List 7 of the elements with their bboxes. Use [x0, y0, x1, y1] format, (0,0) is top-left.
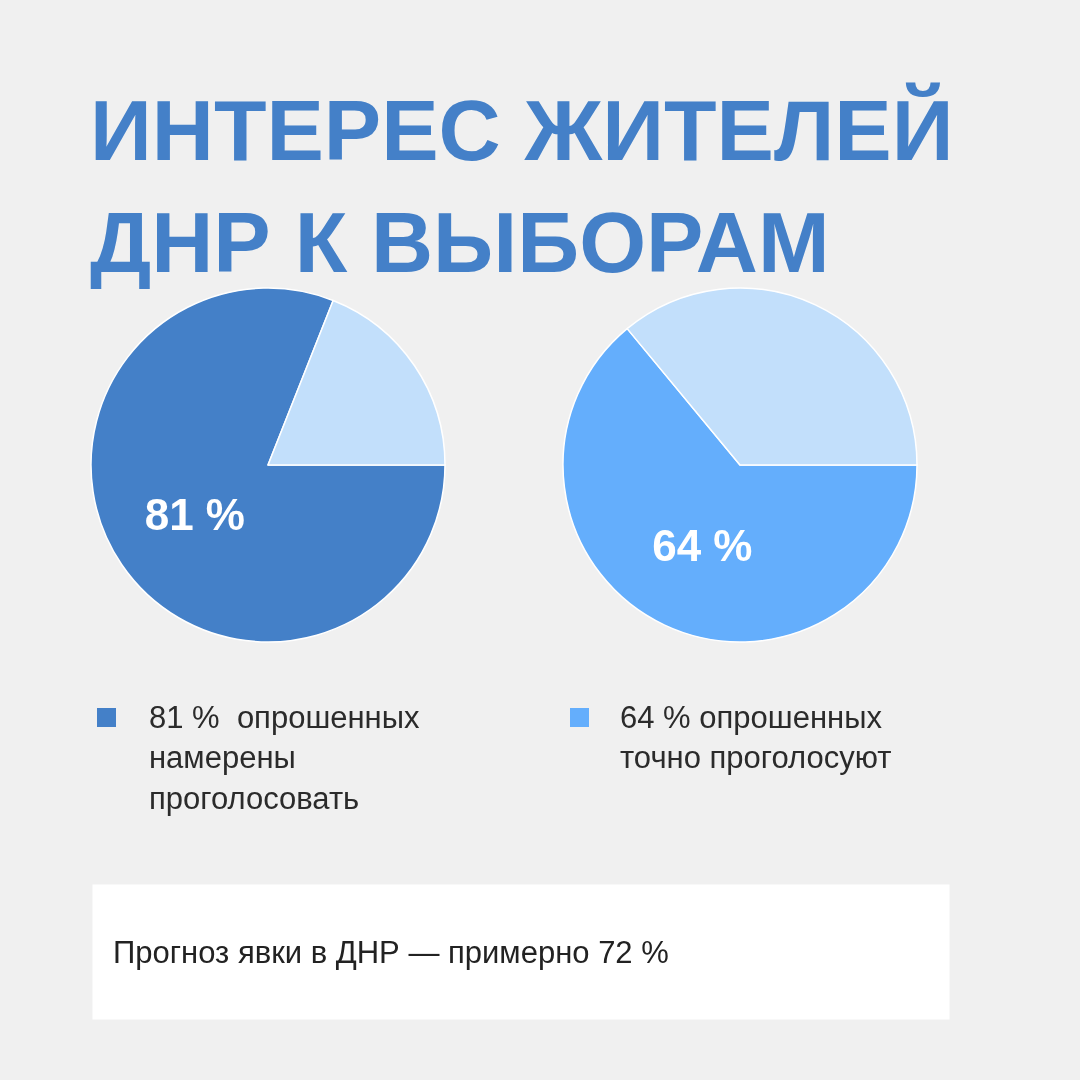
data-label: 81 %	[144, 490, 245, 540]
chart-title: ИНТЕРЕС ЖИТЕЛЕЙ ДНР К ВЫБОРАМ	[90, 82, 954, 290]
legend-label: 64 % опрошенных точно проголосуют	[620, 700, 892, 776]
legend-label: 81 % опрошенных намерены проголосовать	[149, 700, 421, 816]
text: Прогноз явки в ДНР — примерно 72 %	[113, 934, 669, 970]
pie-slice	[90, 287, 446, 643]
data-label: 64 %	[652, 520, 753, 570]
